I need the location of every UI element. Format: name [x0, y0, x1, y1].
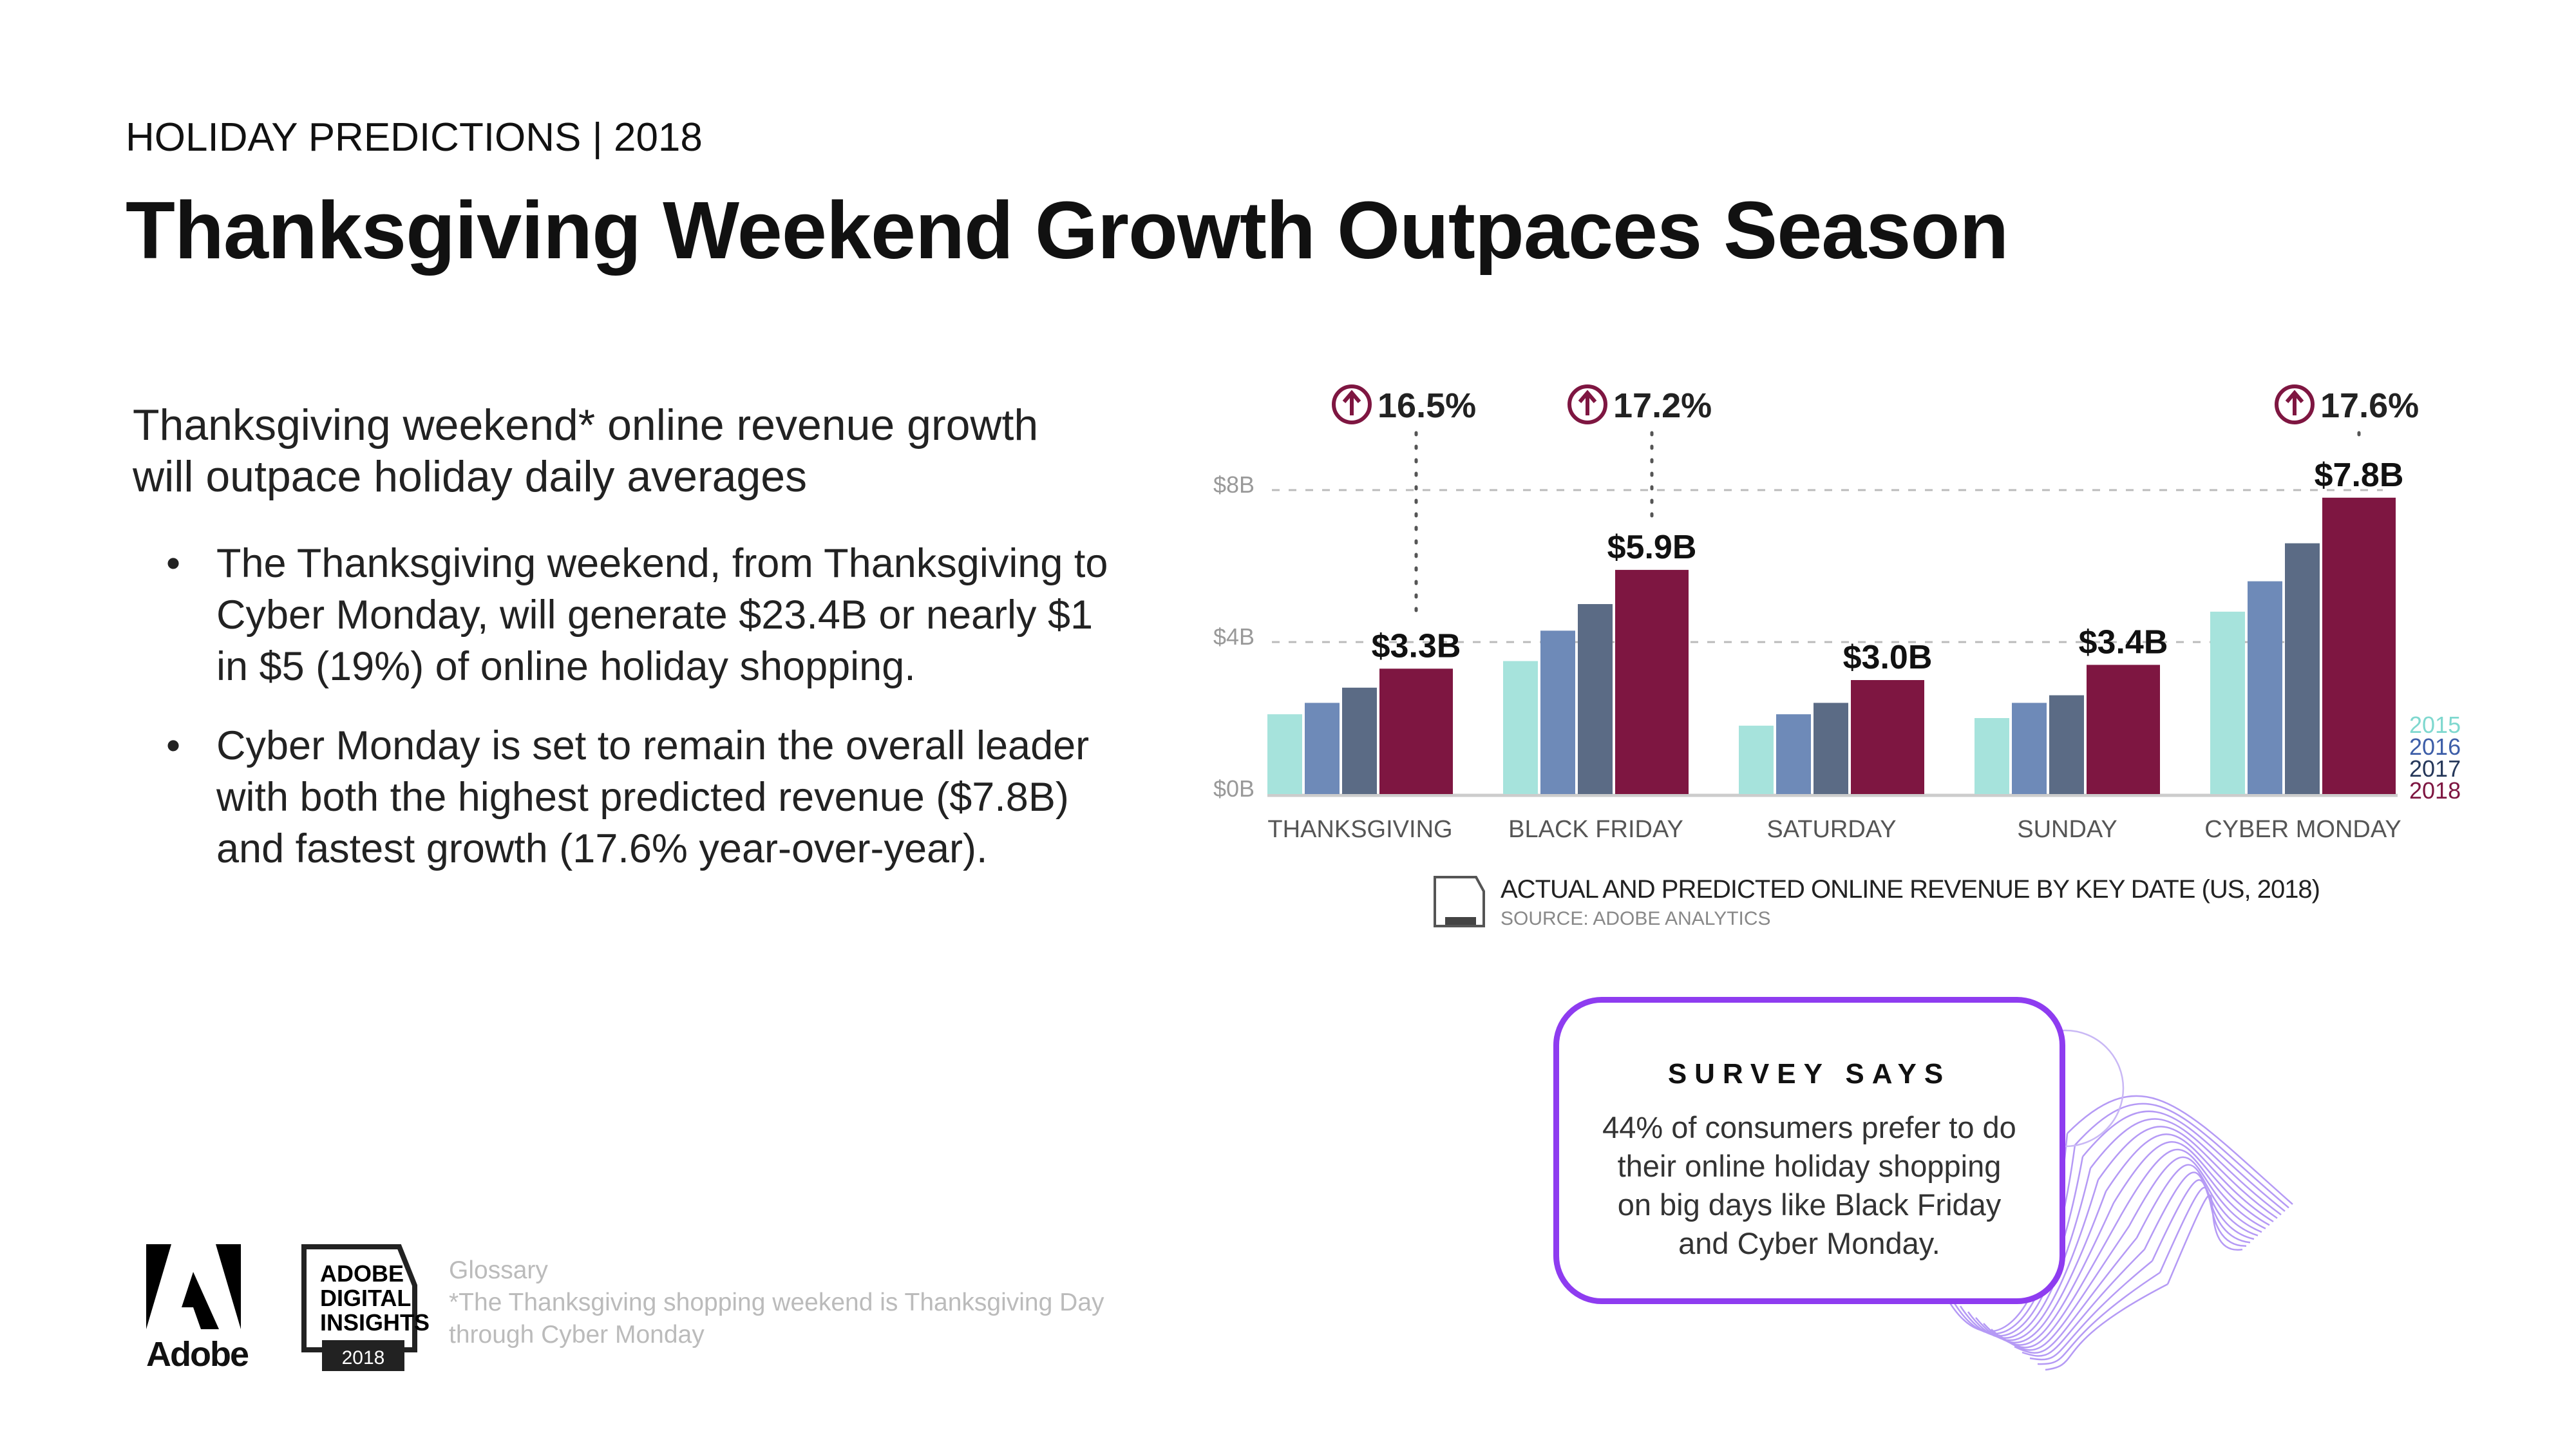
bullet-glyph: •: [166, 723, 181, 768]
y-tick-label: $0B: [1213, 775, 1255, 802]
growth-label: 17.6%: [2320, 386, 2419, 425]
wave-line: [2037, 1186, 2247, 1365]
bar-2015: [1267, 714, 1302, 794]
survey-title: SURVEY SAYS: [1667, 1058, 1951, 1090]
bar-2016: [1540, 630, 1575, 794]
legend-entry: 2016: [2409, 734, 2461, 760]
bar-2015: [1975, 718, 2009, 794]
value-label: $5.9B: [1607, 529, 1697, 566]
wave-line: [1959, 1110, 2286, 1337]
category-label: THANKSGIVING: [1267, 816, 1452, 843]
adobe-digital-insights-icon: [1434, 876, 1485, 927]
growth-label: 17.2%: [1613, 386, 1712, 425]
lead-text: Thanksgiving weekend* online revenue gro…: [133, 401, 1039, 501]
bar-2015: [2210, 611, 2245, 794]
wave-line: [2014, 1164, 2259, 1354]
badge-line: ADOBE: [320, 1260, 404, 1287]
chart-title: ACTUAL AND PREDICTED ONLINE REVENUE BY K…: [1501, 875, 2320, 904]
category-label: CYBER MONDAY: [2204, 816, 2401, 843]
up-arrow-icon: [1578, 390, 1597, 415]
wave-line: [1967, 1118, 2282, 1339]
bar-2018: [1615, 569, 1689, 794]
bar-2016: [1776, 714, 1811, 794]
glossary-text: *The Thanksgiving shopping weekend is Th…: [449, 1289, 1104, 1349]
bar-2018: [1851, 680, 1924, 794]
badge-line: DIGITAL: [320, 1285, 411, 1311]
bar-2018: [1379, 668, 1453, 794]
wave-line: [2029, 1179, 2251, 1361]
bar-2016: [1305, 703, 1340, 794]
wave-line: [2022, 1171, 2255, 1357]
wave-decoration: [1944, 1095, 2293, 1371]
adobe-logo-icon: [146, 1244, 241, 1329]
kicker: HOLIDAY PREDICTIONS | 2018: [126, 115, 703, 160]
survey-body: 44% of consumers prefer to do their onli…: [1602, 1110, 2016, 1260]
bar-2017: [1342, 687, 1377, 794]
page-title: Thanksgiving Weekend Growth Outpaces Sea…: [126, 185, 2009, 276]
bar-2015: [1739, 725, 1774, 794]
bullet-glyph: •: [166, 541, 181, 586]
legend-entry: 2015: [2409, 712, 2461, 738]
value-label: $3.0B: [1843, 639, 1933, 676]
category-label: SATURDAY: [1766, 816, 1896, 843]
chart-source: SOURCE: ADOBE ANALYTICS: [1501, 908, 1771, 929]
bar-2017: [1814, 703, 1848, 794]
up-arrow-icon: [1567, 384, 1607, 424]
bar-2018: [2322, 497, 2396, 794]
wave-line: [1983, 1133, 2274, 1343]
up-arrow-icon: [1342, 390, 1361, 415]
up-arrow-icon: [2285, 390, 2304, 415]
glossary-title: Glossary: [449, 1256, 548, 1284]
legend-entry: 2018: [2409, 777, 2461, 804]
bar-2016: [2248, 581, 2282, 794]
survey-card: SURVEY SAYS 44% of consumers prefer to d…: [1553, 997, 2065, 1304]
bar-2017: [1578, 604, 1613, 794]
bullet-text: Cyber Monday is set to remain the overal…: [216, 723, 1090, 871]
wave-line: [2006, 1156, 2262, 1351]
y-tick-label: $4B: [1213, 623, 1255, 650]
growth-label: 16.5%: [1378, 386, 1476, 425]
glossary: Glossary *The Thanksgiving shopping week…: [449, 1255, 1222, 1351]
y-tick-label: $8B: [1213, 471, 1255, 498]
bar-2015: [1503, 661, 1538, 794]
up-arrow-icon: [2275, 384, 2315, 424]
adobe-wordmark: Adobe: [146, 1335, 249, 1374]
category-label: SUNDAY: [2017, 816, 2117, 843]
badge-line: INSIGHTS: [320, 1309, 430, 1336]
badge-year: 2018: [342, 1347, 385, 1368]
value-label: $3.4B: [2079, 623, 2168, 661]
wave-line: [1975, 1126, 2278, 1341]
wave-line: [2045, 1194, 2243, 1371]
value-label: $7.8B: [2315, 457, 2404, 494]
value-label: $3.3B: [1372, 627, 1461, 665]
adobe-digital-insights-badge: ADOBE DIGITAL INSIGHTS 2018: [301, 1244, 430, 1371]
bar-2016: [2012, 703, 2047, 794]
category-label: BLACK FRIDAY: [1508, 816, 1683, 843]
bar-2018: [2087, 665, 2160, 794]
bar-2017: [2285, 543, 2320, 794]
legend-entry: 2017: [2409, 755, 2461, 782]
bar-2017: [2049, 695, 2084, 794]
bullet-text: The Thanksgiving weekend, from Thanksgiv…: [216, 541, 1108, 689]
up-arrow-icon: [1332, 384, 1372, 424]
